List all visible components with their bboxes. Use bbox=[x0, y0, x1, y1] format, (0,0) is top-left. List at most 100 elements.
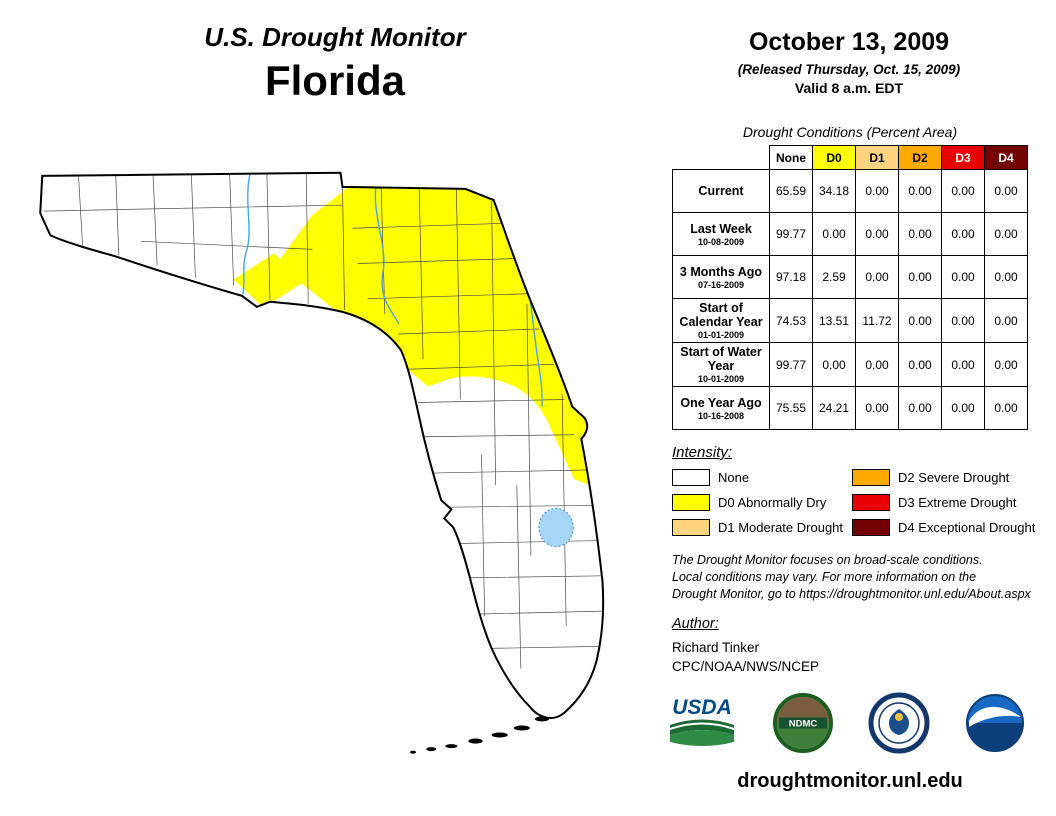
table-header-row: None D0 D1 D2 D3 D4 bbox=[673, 145, 1028, 170]
value-cell: 0.00 bbox=[855, 342, 899, 387]
header: U.S. Drought Monitor Florida bbox=[70, 22, 600, 105]
table-column-header-d0: D0 bbox=[812, 145, 856, 170]
table-title: Drought Conditions (Percent Area) bbox=[742, 124, 958, 140]
table-row: Start of Water Year 10-01-2009 99.77 0.00 0.… bbox=[672, 342, 1028, 387]
commerce-seal-icon bbox=[868, 692, 930, 754]
value-cell: 0.00 bbox=[941, 255, 985, 299]
drought-conditions-table: None D0 D1 D2 D3 D4 Current 65.59 34.18 0.00 0.00… bbox=[672, 145, 1028, 430]
ndmc-logo-icon: NDMC bbox=[773, 693, 833, 753]
value-cell: 0.00 bbox=[984, 342, 1028, 387]
legend-title: Intensity: bbox=[672, 444, 733, 461]
table-row: Current 65.59 34.18 0.00 0.00 0.00 0.00 bbox=[672, 169, 1028, 213]
value-cell: 75.55 bbox=[769, 386, 813, 430]
row-label: 3 Months Ago 07-16-2009 bbox=[672, 255, 770, 299]
legend-swatch-d1 bbox=[672, 519, 710, 536]
table-corner-cell bbox=[673, 146, 770, 170]
value-cell: 0.00 bbox=[855, 386, 899, 430]
date-block: October 13, 2009 (Released Thursday, Oct… bbox=[664, 28, 1034, 96]
table-row: 3 Months Ago 07-16-2009 97.18 2.59 0.00 0.00 0… bbox=[672, 255, 1028, 299]
value-cell: 99.77 bbox=[769, 342, 813, 387]
value-cell: 0.00 bbox=[984, 386, 1028, 430]
value-cell: 34.18 bbox=[812, 169, 856, 213]
legend-swatch-d2 bbox=[852, 469, 890, 486]
table-row: Last Week 10-08-2009 99.77 0.00 0.00 0.00 0.00… bbox=[672, 212, 1028, 256]
value-cell: 0.00 bbox=[898, 386, 942, 430]
value-cell: 0.00 bbox=[984, 298, 1028, 343]
state-outline bbox=[39, 171, 605, 720]
legend-swatch-none bbox=[672, 469, 710, 486]
table-column-header-none: None bbox=[769, 145, 813, 170]
value-cell: 24.21 bbox=[812, 386, 856, 430]
page-title: U.S. Drought Monitor bbox=[204, 22, 466, 52]
value-cell: 2.59 bbox=[812, 255, 856, 299]
value-cell: 0.00 bbox=[984, 212, 1028, 256]
legend-label: D0 Abnormally Dry bbox=[718, 495, 827, 510]
legend-swatch-d4 bbox=[852, 519, 890, 536]
value-cell: 65.59 bbox=[769, 169, 813, 213]
legend-item-d2: D2 Severe Drought bbox=[852, 469, 1035, 486]
florida-drought-map bbox=[39, 171, 605, 754]
value-cell: 74.53 bbox=[769, 298, 813, 343]
legend-label: None bbox=[718, 470, 750, 485]
legend-label: D3 Extreme Drought bbox=[898, 495, 1017, 510]
value-cell: 0.00 bbox=[855, 212, 899, 256]
release-date: (Released Thursday, Oct. 15, 2009) bbox=[737, 62, 961, 77]
florida-keys bbox=[410, 716, 550, 754]
value-cell: 11.72 bbox=[855, 298, 899, 343]
legend-label: D2 Severe Drought bbox=[898, 470, 1010, 485]
lake-okeechobee bbox=[538, 507, 574, 548]
disclaimer-text: The Drought Monitor focuses on broad-sca… bbox=[672, 553, 1031, 601]
ndmc-logo-text: NDMC bbox=[789, 719, 818, 730]
legend-item-d4: D4 Exceptional Drought bbox=[852, 519, 1035, 536]
legend-right-column: D2 Severe Drought D3 Extreme Drought D4 Ex… bbox=[852, 469, 1035, 536]
row-label: Start of Water Year 10-01-2009 bbox=[672, 342, 770, 387]
value-cell: 0.00 bbox=[855, 169, 899, 213]
legend-swatch-d3 bbox=[852, 494, 890, 511]
author-block: Author: Richard Tinker CPC/NOAA/NWS/NCEP bbox=[672, 616, 819, 674]
row-label: Current bbox=[672, 169, 770, 213]
value-cell: 0.00 bbox=[898, 255, 942, 299]
value-cell: 0.00 bbox=[898, 298, 942, 343]
table-row: Start of Calendar Year 01-01-2009 74.53 13.… bbox=[672, 298, 1028, 343]
value-cell: 0.00 bbox=[984, 169, 1028, 213]
legend-item-d0: D0 Abnormally Dry bbox=[672, 494, 843, 511]
legend-left-column: None D0 Abnormally Dry D1 Moderate Drought bbox=[672, 469, 843, 536]
legend-item-d1: D1 Moderate Drought bbox=[672, 519, 843, 536]
legend-item-none: None bbox=[672, 469, 843, 486]
map-date: October 13, 2009 bbox=[748, 28, 950, 56]
valid-time: Valid 8 a.m. EDT bbox=[794, 80, 904, 96]
value-cell: 0.00 bbox=[855, 255, 899, 299]
usda-logo-icon: USDA bbox=[669, 696, 735, 746]
value-cell: 0.00 bbox=[941, 342, 985, 387]
value-cell: 13.51 bbox=[812, 298, 856, 343]
table-column-header-d1: D1 bbox=[855, 145, 899, 170]
row-label: One Year Ago 10-16-2008 bbox=[672, 386, 770, 430]
row-label: Last Week 10-08-2009 bbox=[672, 212, 770, 256]
value-cell: 0.00 bbox=[941, 169, 985, 213]
noaa-logo-icon bbox=[966, 694, 1024, 752]
table-column-header-d4: D4 bbox=[984, 145, 1028, 170]
value-cell: 0.00 bbox=[812, 212, 856, 256]
legend-item-d3: D3 Extreme Drought bbox=[852, 494, 1035, 511]
legend-label: D1 Moderate Drought bbox=[718, 520, 844, 535]
value-cell: 0.00 bbox=[941, 212, 985, 256]
value-cell: 0.00 bbox=[941, 298, 985, 343]
row-label: Start of Calendar Year 01-01-2009 bbox=[672, 298, 770, 343]
value-cell: 99.77 bbox=[769, 212, 813, 256]
author-label: Author: bbox=[672, 616, 719, 632]
author-org: CPC/NOAA/NWS/NCEP bbox=[672, 659, 820, 674]
value-cell: 0.00 bbox=[898, 342, 942, 387]
site-url: droughtmonitor.unl.edu bbox=[737, 770, 963, 792]
table-column-header-d2: D2 bbox=[898, 145, 942, 170]
value-cell: 0.00 bbox=[984, 255, 1028, 299]
value-cell: 0.00 bbox=[941, 386, 985, 430]
legend-swatch-d0 bbox=[672, 494, 710, 511]
table-column-header-d3: D3 bbox=[941, 145, 985, 170]
value-cell: 97.18 bbox=[769, 255, 813, 299]
legend-label: D4 Exceptional Drought bbox=[898, 520, 1036, 535]
author-name: Richard Tinker bbox=[672, 640, 760, 655]
value-cell: 0.00 bbox=[898, 169, 942, 213]
region-title: Florida bbox=[264, 57, 405, 104]
value-cell: 0.00 bbox=[812, 342, 856, 387]
usda-logo-text: USDA bbox=[672, 696, 732, 719]
